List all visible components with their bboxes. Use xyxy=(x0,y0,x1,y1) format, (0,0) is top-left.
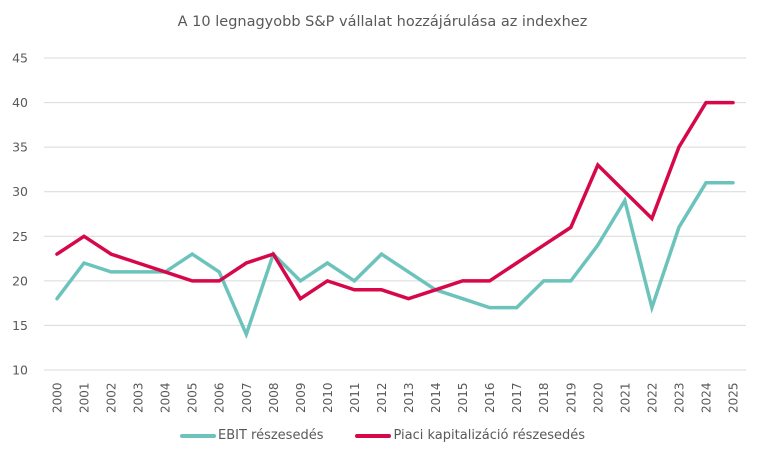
x-tick-label: 2009 xyxy=(294,382,308,413)
x-tick-label: 2006 xyxy=(213,382,227,413)
x-tick-label: 2021 xyxy=(618,382,632,413)
y-tick-label: 40 xyxy=(12,95,28,110)
x-tick-label: 2003 xyxy=(132,382,146,413)
x-tick-label: 2008 xyxy=(267,382,281,413)
x-tick-label: 2004 xyxy=(159,382,173,413)
y-tick-label: 15 xyxy=(12,318,28,333)
y-tick-label: 45 xyxy=(12,51,28,66)
series-line-ebit xyxy=(55,181,735,340)
series-lines xyxy=(55,100,735,340)
legend-swatch-ebit xyxy=(179,433,216,438)
x-tick-label: 2025 xyxy=(727,382,741,413)
gridlines xyxy=(44,57,746,371)
y-tick-label: 30 xyxy=(12,184,28,199)
legend-label-ebit: EBIT részesedés xyxy=(217,428,324,443)
x-tick-label: 2024 xyxy=(699,382,713,413)
y-tick-label: 20 xyxy=(12,273,28,288)
x-tick-label: 2018 xyxy=(537,382,551,413)
x-tick-label: 2010 xyxy=(321,382,335,413)
x-tick-label: 2005 xyxy=(186,382,200,413)
x-tick-label: 2016 xyxy=(483,382,497,413)
legend-swatch-market-cap xyxy=(355,433,392,438)
x-tick-label: 2013 xyxy=(402,382,416,413)
x-tick-label: 2001 xyxy=(78,382,92,413)
x-tick-label: 2015 xyxy=(456,382,470,413)
x-tick-label: 2020 xyxy=(591,382,605,413)
legend-item-market-cap: Piaci kapitalizáció részesedés xyxy=(355,428,585,443)
x-tick-label: 2017 xyxy=(510,382,524,413)
x-tick-label: 2007 xyxy=(240,382,254,413)
y-tick-label: 10 xyxy=(12,363,28,378)
x-tick-label: 2011 xyxy=(348,382,362,413)
y-tick-label: 35 xyxy=(12,140,28,155)
y-axis-ticks: 10 15 20 25 30 35 40 45 xyxy=(12,51,28,378)
legend-item-ebit: EBIT részesedés xyxy=(179,428,324,443)
x-tick-label: 2019 xyxy=(564,382,578,413)
x-axis-ticks: 2000 2001 2002 2003 2004 2005 2006 2007 2008 2009… xyxy=(51,382,741,413)
legend: EBIT részesedés Piaci kapitalizáció rész… xyxy=(0,428,765,443)
x-tick-label: 2023 xyxy=(672,382,686,413)
legend-label-market-cap: Piaci kapitalizáció részesedés xyxy=(393,428,586,443)
series-line-market-cap xyxy=(55,100,735,302)
x-tick-label: 2000 xyxy=(51,382,65,413)
chart-title: A 10 legnagyobb S&P vállalat hozzájárulá… xyxy=(177,14,588,30)
x-tick-label: 2012 xyxy=(375,382,389,413)
y-tick-label: 25 xyxy=(12,229,28,244)
x-tick-label: 2002 xyxy=(105,382,119,413)
x-tick-label: 2022 xyxy=(645,382,659,413)
x-tick-label: 2014 xyxy=(429,382,443,413)
